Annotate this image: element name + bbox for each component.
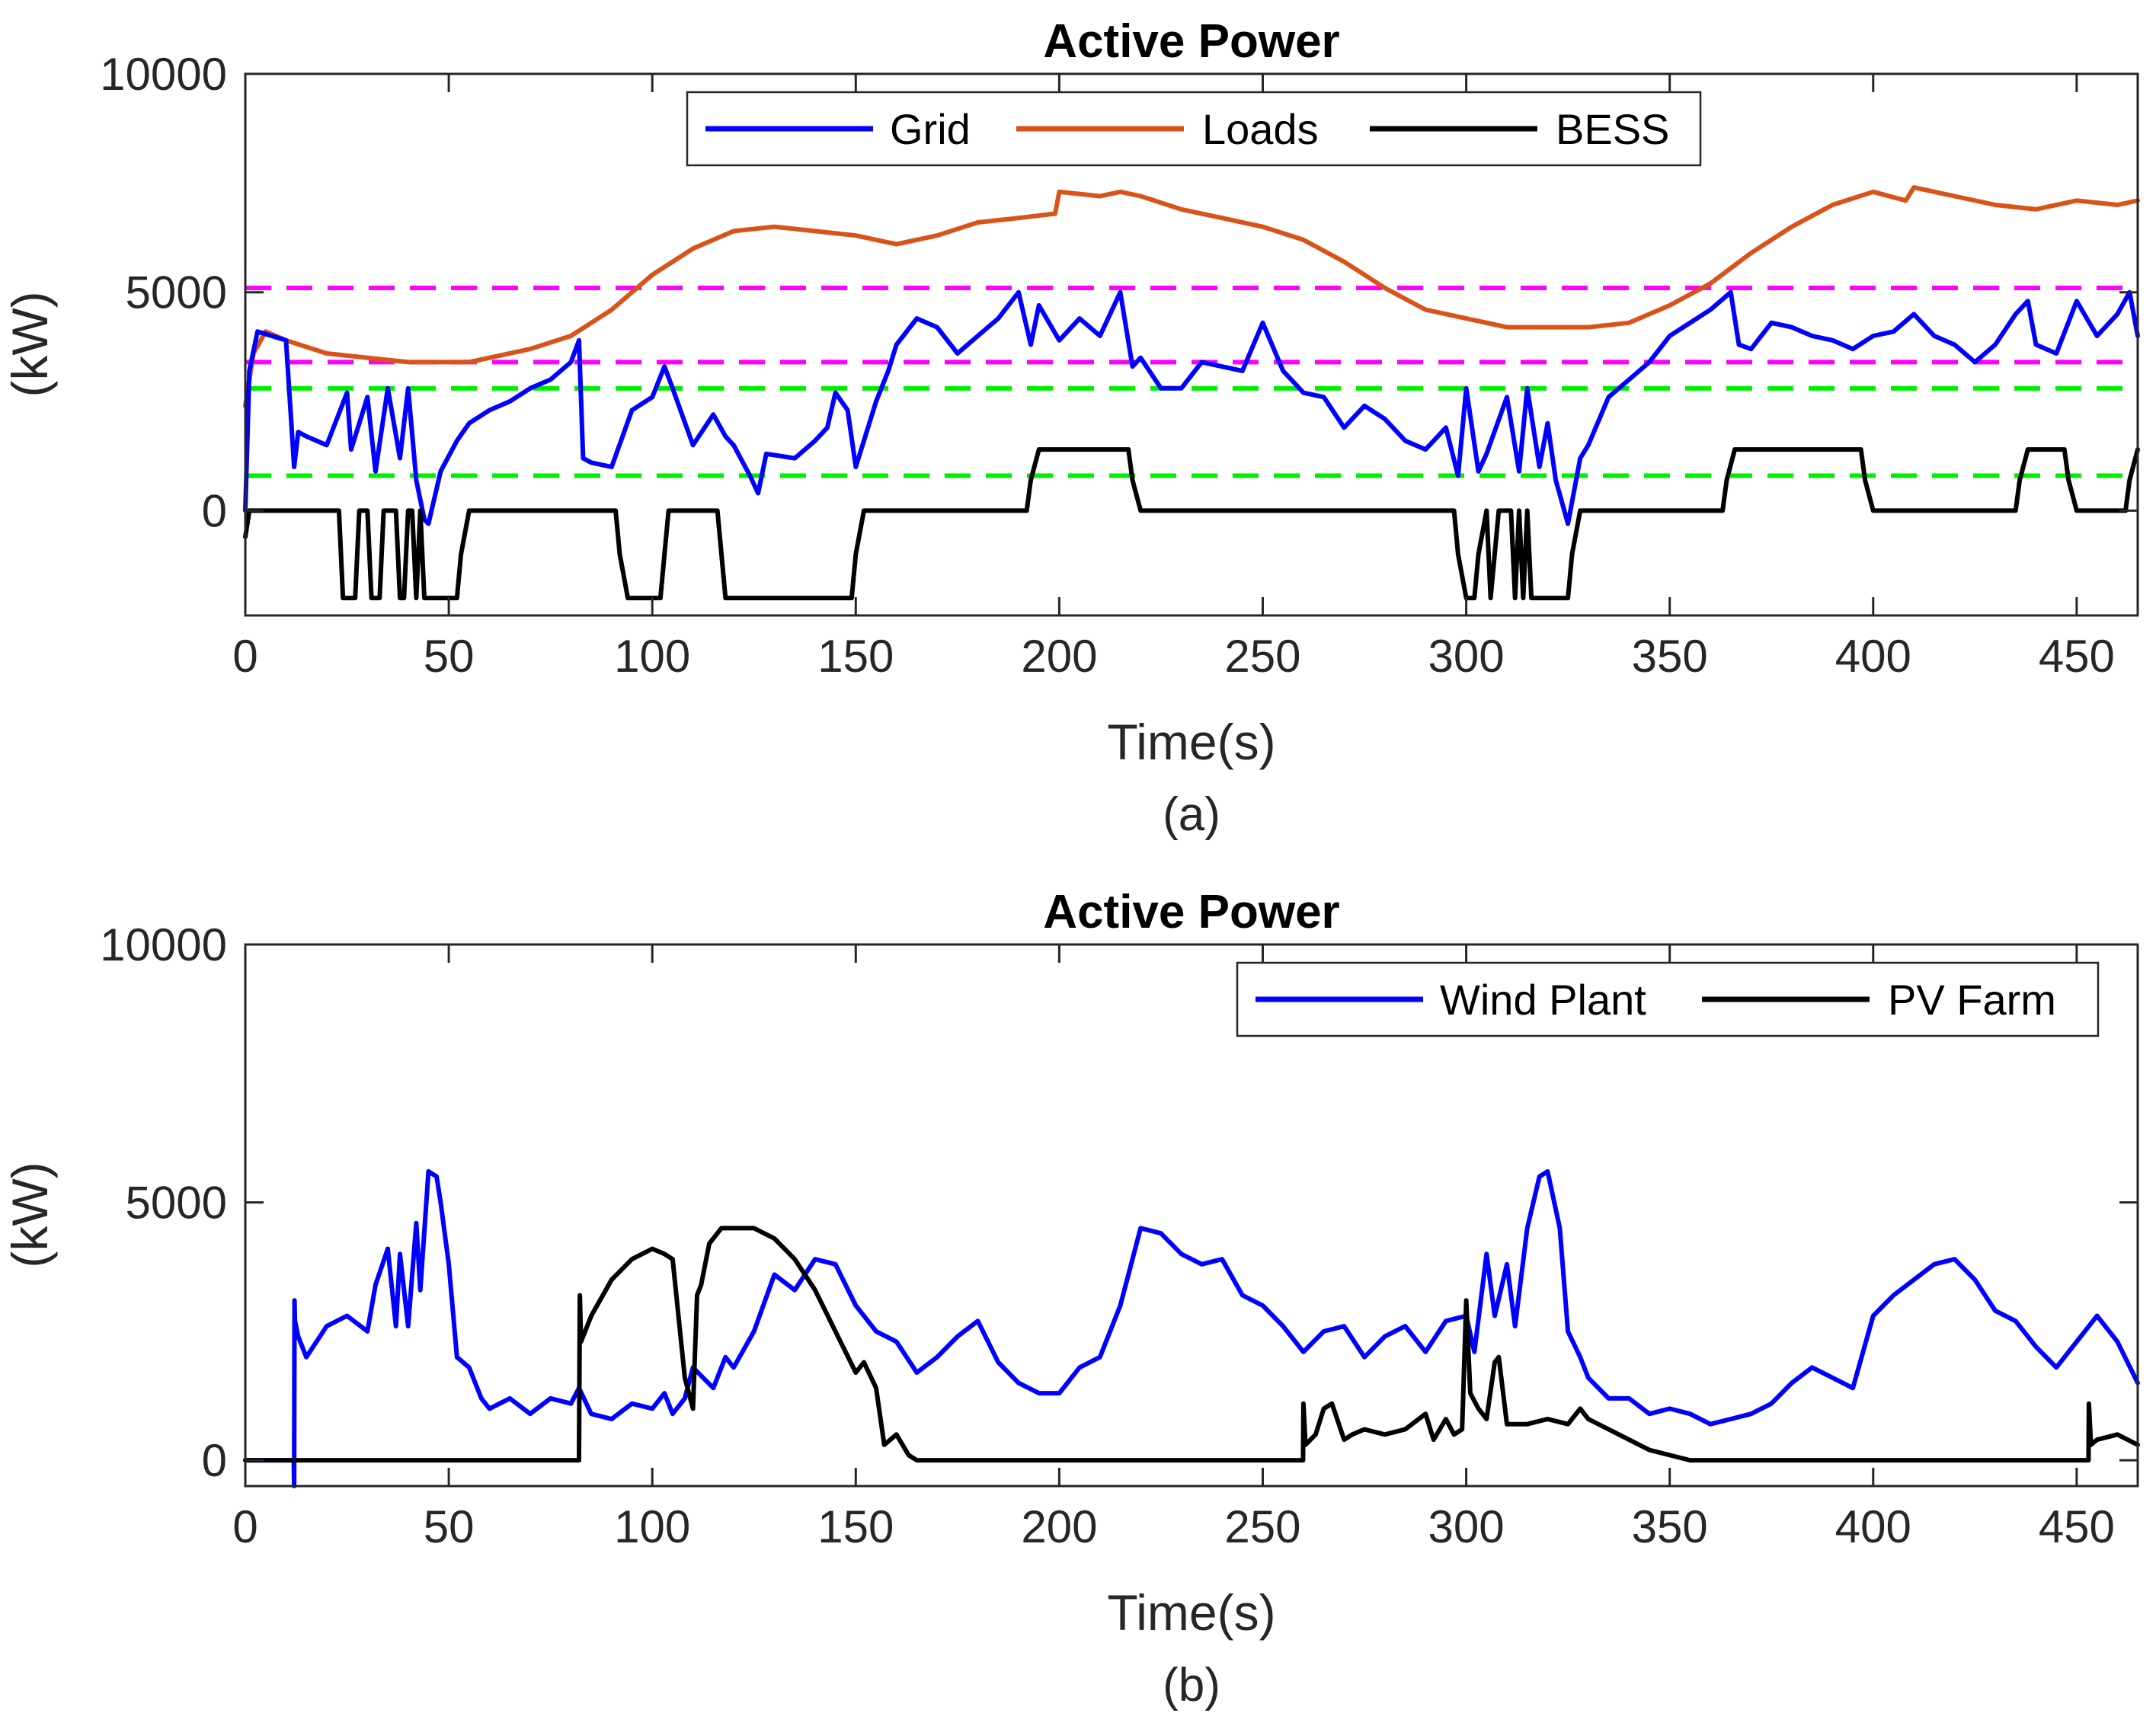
chart-title-a: Active Power bbox=[1043, 15, 1339, 68]
x-tick-label: 50 bbox=[424, 631, 475, 682]
x-ticks-a: 0 50 100 150 200 250 300 350 400 450 bbox=[232, 74, 2115, 682]
y-axis-label-a: (kW) bbox=[2, 291, 58, 397]
chart-panel-a: 0 50 100 150 200 250 300 350 400 450 0 5000 10000 A… bbox=[2, 15, 2140, 841]
legend-label-pv-farm: PV Farm bbox=[1888, 976, 2056, 1024]
x-tick-label: 0 bbox=[232, 631, 258, 682]
x-tick-label: 400 bbox=[1835, 1501, 1911, 1552]
legend-a: Grid Loads BESS bbox=[686, 91, 1702, 167]
x-tick-label: 250 bbox=[1224, 1501, 1300, 1552]
y-ticks-b: 0 5000 10000 bbox=[100, 919, 2138, 1486]
x-axis-label-a: Time(s) bbox=[1107, 714, 1275, 770]
series-group-b bbox=[243, 1168, 2140, 1488]
series-line-grid bbox=[243, 289, 2140, 526]
legend-label-loads: Loads bbox=[1202, 105, 1319, 153]
axes-box-b bbox=[244, 943, 2139, 1488]
x-tick-label: 150 bbox=[817, 1501, 894, 1552]
x-tick-label: 250 bbox=[1224, 631, 1300, 682]
x-tick-label: 0 bbox=[232, 1501, 258, 1552]
legend-label-wind-plant: Wind Plant bbox=[1440, 976, 1646, 1024]
y-tick-label: 5000 bbox=[126, 1178, 227, 1229]
y-axis-label-b: (kW) bbox=[2, 1162, 58, 1267]
x-tick-label: 450 bbox=[2039, 631, 2115, 682]
series-line-pv-farm bbox=[243, 1226, 2140, 1463]
x-ticks-b: 0 50 100 150 200 250 300 350 400 450 bbox=[232, 945, 2115, 1552]
chart-panel-b: 0 50 100 150 200 250 300 350 400 450 0 5000 10000 A… bbox=[2, 886, 2140, 1712]
y-tick-label: 10000 bbox=[100, 49, 227, 100]
caption-b: (b) bbox=[1163, 1659, 1220, 1712]
x-tick-label: 100 bbox=[614, 1501, 690, 1552]
x-tick-label: 300 bbox=[1428, 1501, 1505, 1552]
caption-a: (a) bbox=[1163, 788, 1220, 841]
x-tick-label: 200 bbox=[1021, 631, 1097, 682]
x-tick-label: 150 bbox=[817, 631, 894, 682]
y-tick-label: 5000 bbox=[126, 267, 227, 318]
chart-title-b: Active Power bbox=[1043, 886, 1339, 938]
reference-lines-a bbox=[245, 285, 2138, 478]
y-tick-label: 0 bbox=[202, 1435, 227, 1486]
series-line-bess bbox=[243, 447, 2140, 601]
x-tick-label: 300 bbox=[1428, 631, 1505, 682]
x-tick-label: 450 bbox=[2039, 1501, 2115, 1552]
legend-label-grid: Grid bbox=[890, 105, 971, 153]
series-line-wind-plant bbox=[243, 1168, 2140, 1488]
x-tick-label: 100 bbox=[614, 631, 690, 682]
x-axis-label-b: Time(s) bbox=[1107, 1584, 1275, 1641]
x-tick-label: 400 bbox=[1835, 631, 1911, 682]
x-tick-label: 200 bbox=[1021, 1501, 1097, 1552]
x-tick-label: 50 bbox=[424, 1501, 475, 1552]
legend-label-bess: BESS bbox=[1556, 105, 1669, 153]
series-line-loads bbox=[243, 185, 2140, 408]
legend-b: Wind Plant PV Farm bbox=[1236, 961, 2100, 1037]
x-tick-label: 350 bbox=[1632, 631, 1708, 682]
series-group-a bbox=[243, 185, 2140, 601]
y-ticks-a: 0 5000 10000 bbox=[100, 49, 2138, 536]
x-tick-label: 350 bbox=[1632, 1501, 1708, 1552]
y-tick-label: 10000 bbox=[100, 919, 227, 970]
axes-box-a bbox=[244, 72, 2139, 617]
y-tick-label: 0 bbox=[202, 485, 227, 536]
